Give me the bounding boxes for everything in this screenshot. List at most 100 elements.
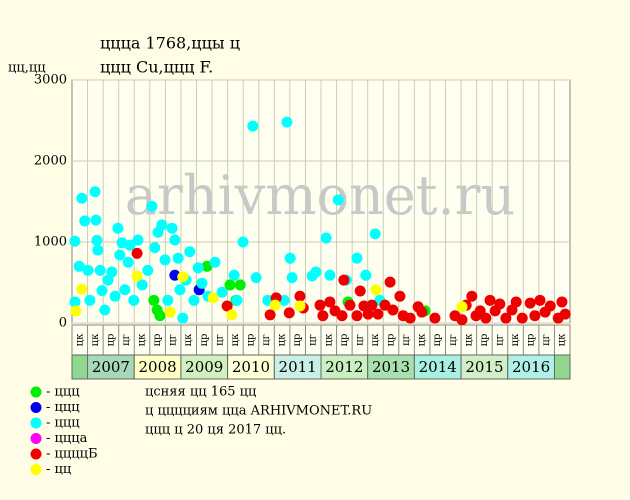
- point: [544, 300, 556, 312]
- point: [510, 296, 522, 308]
- point: [429, 312, 441, 324]
- point: [169, 234, 181, 246]
- point: [247, 120, 259, 132]
- legend-label: - ццц: [46, 416, 80, 431]
- point: [369, 228, 381, 240]
- point: [466, 290, 478, 302]
- point: [281, 116, 293, 128]
- point: [226, 309, 238, 321]
- point: [177, 271, 189, 283]
- note: цcняя цц 165 цц: [145, 385, 256, 400]
- point: [344, 299, 356, 311]
- x-tick-label: 2012: [325, 358, 363, 376]
- column-label: цг: [448, 334, 459, 346]
- legend-label: - цццa: [46, 431, 88, 446]
- note: ц цццциям цца ARHIVMONET.RU: [145, 404, 372, 419]
- column-label: цк: [417, 333, 428, 346]
- point: [149, 242, 161, 254]
- point: [94, 264, 106, 276]
- point: [269, 299, 281, 311]
- year-cell: [460, 354, 509, 380]
- point: [122, 256, 134, 268]
- column-label: цг: [354, 334, 365, 346]
- column-label: цк: [90, 333, 101, 346]
- point: [516, 312, 528, 324]
- column-label: цр: [245, 334, 256, 347]
- point: [142, 264, 154, 276]
- point: [314, 299, 326, 311]
- point: [286, 272, 298, 284]
- column-label: цр: [386, 334, 397, 347]
- legend-swatch: [30, 402, 42, 413]
- point: [310, 266, 322, 278]
- point: [69, 296, 81, 308]
- point: [370, 284, 382, 296]
- point: [284, 252, 296, 264]
- legend-swatch: [30, 433, 42, 444]
- point: [324, 269, 336, 281]
- column-label: цг: [168, 334, 179, 346]
- point: [362, 308, 374, 320]
- point: [174, 284, 186, 296]
- point: [76, 192, 88, 204]
- point: [207, 292, 219, 304]
- point: [148, 294, 160, 306]
- column-label: цг: [541, 334, 552, 346]
- point: [131, 270, 143, 282]
- point: [131, 247, 143, 259]
- year-cell: [180, 354, 229, 380]
- point: [250, 272, 262, 284]
- point: [394, 290, 406, 302]
- column-label: цк: [557, 333, 568, 346]
- point: [317, 310, 329, 322]
- point: [358, 300, 370, 312]
- point: [264, 309, 276, 321]
- point: [529, 310, 541, 322]
- column-label: цг: [214, 334, 225, 346]
- year-cell: [273, 354, 322, 380]
- x-tick-label: 2007: [92, 358, 130, 376]
- point: [360, 269, 372, 281]
- point: [156, 219, 168, 231]
- point: [216, 286, 228, 298]
- point: [73, 260, 85, 272]
- column-label: цк: [510, 333, 521, 346]
- legend-swatch: [30, 448, 42, 460]
- point: [556, 296, 568, 308]
- point: [154, 310, 166, 322]
- point: [132, 234, 144, 246]
- x-tick-label: 2016: [512, 358, 550, 376]
- y-tick-label: 1000: [34, 235, 67, 250]
- chart-subtitle: ццц Cu,ццц F.: [100, 58, 213, 77]
- year-cell: [227, 354, 275, 380]
- point: [114, 249, 126, 261]
- point: [484, 294, 496, 306]
- point: [164, 306, 176, 318]
- column-label: цк: [463, 333, 474, 346]
- point: [480, 312, 492, 324]
- column-label: цр: [339, 334, 350, 347]
- point: [96, 285, 108, 297]
- point: [162, 294, 174, 306]
- point: [379, 299, 391, 311]
- column-label: цр: [199, 334, 210, 347]
- note: ццц ц 20 ця 2017 цц.: [145, 423, 286, 438]
- point: [320, 232, 332, 244]
- point: [338, 274, 350, 286]
- point: [82, 264, 94, 276]
- point: [524, 297, 536, 309]
- point: [372, 308, 384, 320]
- point: [90, 214, 102, 226]
- point: [79, 215, 91, 227]
- column-label: цг: [494, 334, 505, 346]
- year-cell: [367, 354, 415, 380]
- point: [351, 252, 363, 264]
- point: [228, 269, 240, 281]
- point: [89, 186, 101, 198]
- point: [387, 304, 399, 316]
- point: [109, 290, 121, 302]
- column-label: цг: [121, 334, 132, 346]
- column-label: цр: [105, 334, 116, 347]
- point: [124, 239, 136, 251]
